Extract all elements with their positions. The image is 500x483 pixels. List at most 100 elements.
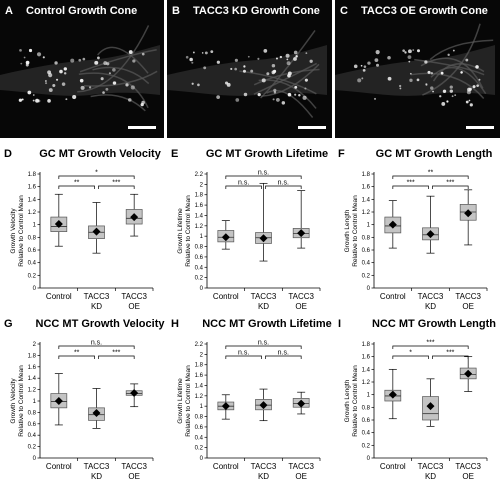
y-axis-label: Relative to Control Mean xyxy=(18,365,25,437)
y-tick-label: 1.6 xyxy=(195,373,204,379)
y-tick-label: 0.6 xyxy=(362,248,371,254)
eb1-comet xyxy=(399,84,402,88)
filopodium xyxy=(77,25,150,93)
eb1-comet xyxy=(243,92,248,97)
significance-label: n.s. xyxy=(278,180,289,187)
y-tick-label: 1.6 xyxy=(362,355,371,361)
eb1-comet xyxy=(37,99,41,103)
significance-label: *** xyxy=(112,180,120,187)
eb1-comet xyxy=(272,98,275,101)
y-tick-label: 1.2 xyxy=(195,224,204,230)
eb1-comet xyxy=(234,67,237,71)
eb1-comet xyxy=(286,58,289,61)
y-axis-label: Relative to Control Mean xyxy=(185,365,192,437)
eb1-comet xyxy=(309,59,313,63)
x-tick-label: OE xyxy=(462,302,474,311)
eb1-comet xyxy=(103,61,108,66)
significance-bracket xyxy=(98,355,135,359)
y-tick-label: 1.4 xyxy=(28,197,37,203)
x-tick-label: Control xyxy=(380,462,406,471)
y-tick-label: 2 xyxy=(33,342,37,348)
x-tick-label: KD xyxy=(425,472,436,481)
panel-letter: G xyxy=(4,318,13,330)
panel-letter: B xyxy=(172,5,180,17)
x-tick-label: TACC3 xyxy=(455,292,481,301)
x-tick-label: TACC3 xyxy=(251,292,277,301)
eb1-comet xyxy=(298,93,301,97)
eb1-comet xyxy=(82,57,86,61)
y-tick-label: 2.2 xyxy=(195,172,204,178)
eb1-comet xyxy=(88,86,92,89)
y-tick-label: 0 xyxy=(33,456,37,462)
eb1-comet xyxy=(469,103,473,107)
y-tick-label: 1.2 xyxy=(362,210,371,216)
eb1-comet xyxy=(234,58,238,62)
x-tick-label: Control xyxy=(46,462,72,471)
eb1-comet xyxy=(447,53,450,57)
eb1-comet xyxy=(375,50,380,55)
eb1-comet xyxy=(286,61,291,66)
chart-title: GC MT Growth Length xyxy=(376,148,493,160)
panel-letter: C xyxy=(340,5,348,17)
eb1-comet xyxy=(376,63,380,67)
eb1-comet xyxy=(63,72,67,75)
eb1-comet xyxy=(42,56,45,59)
eb1-comet xyxy=(230,67,233,71)
significance-bracket xyxy=(225,175,302,179)
significance-bracket xyxy=(432,185,469,189)
y-tick-label: 1 xyxy=(200,234,204,240)
eb1-comet xyxy=(476,84,479,87)
eb1-comet xyxy=(19,49,22,52)
eb1-comet xyxy=(442,89,447,93)
eb1-comet xyxy=(399,87,402,90)
mean-marker xyxy=(464,209,473,218)
y-tick-label: 1.2 xyxy=(28,388,37,394)
micrograph-tacc3-oe: C TACC3 OE Growth Cone xyxy=(335,0,500,138)
filopodium xyxy=(414,58,485,76)
eb1-comet xyxy=(425,83,428,86)
mean-marker xyxy=(221,402,230,411)
eb1-comet xyxy=(387,76,392,81)
eb1-comet xyxy=(79,78,84,83)
eb1-comet xyxy=(271,63,276,68)
eb1-comet xyxy=(275,98,280,102)
x-tick-label: KD xyxy=(91,302,102,311)
eb1-comet xyxy=(468,99,471,102)
eb1-comet xyxy=(266,72,270,76)
eb1-comet xyxy=(197,83,200,87)
eb1-comet xyxy=(304,78,308,82)
eb1-comet xyxy=(45,82,48,85)
filopodium xyxy=(239,70,317,95)
panel-letter: F xyxy=(338,148,345,160)
eb1-comet xyxy=(25,60,30,65)
significance-bracket xyxy=(58,355,95,359)
eb1-comet xyxy=(294,85,298,89)
x-tick-label: TACC3 xyxy=(418,292,444,301)
eb1-comet xyxy=(55,78,59,81)
eb1-comet xyxy=(47,99,51,103)
y-tick-label: 1.8 xyxy=(362,342,371,348)
eb1-comet xyxy=(261,78,266,83)
eb1-comet xyxy=(257,57,260,60)
eb1-comet xyxy=(105,87,109,91)
filopodium xyxy=(432,63,485,82)
eb1-comet xyxy=(32,99,35,102)
eb1-comet xyxy=(472,85,476,89)
eb1-comet xyxy=(127,98,132,102)
y-tick-label: 0.2 xyxy=(362,273,371,279)
eb1-comet xyxy=(273,91,277,94)
y-tick-label: 0.4 xyxy=(28,433,37,439)
eb1-comet xyxy=(204,51,208,55)
y-axis-label: Growth Lifetime xyxy=(177,378,184,424)
y-tick-label: 1.6 xyxy=(28,185,37,191)
y-tick-label: 1 xyxy=(367,223,371,229)
chart-panel: E GC MT Growth Lifetime Growth Lifetime Rel… xyxy=(171,148,328,311)
significance-label: ** xyxy=(428,170,434,177)
x-tick-label: TACC3 xyxy=(84,292,110,301)
chart-panel: F GC MT Growth Length Growth Length Relativ… xyxy=(338,148,493,311)
x-tick-label: OE xyxy=(128,302,140,311)
eb1-comet xyxy=(408,49,412,54)
mean-marker xyxy=(297,229,306,238)
significance-bracket xyxy=(392,185,429,189)
x-tick-label: OE xyxy=(128,472,140,481)
